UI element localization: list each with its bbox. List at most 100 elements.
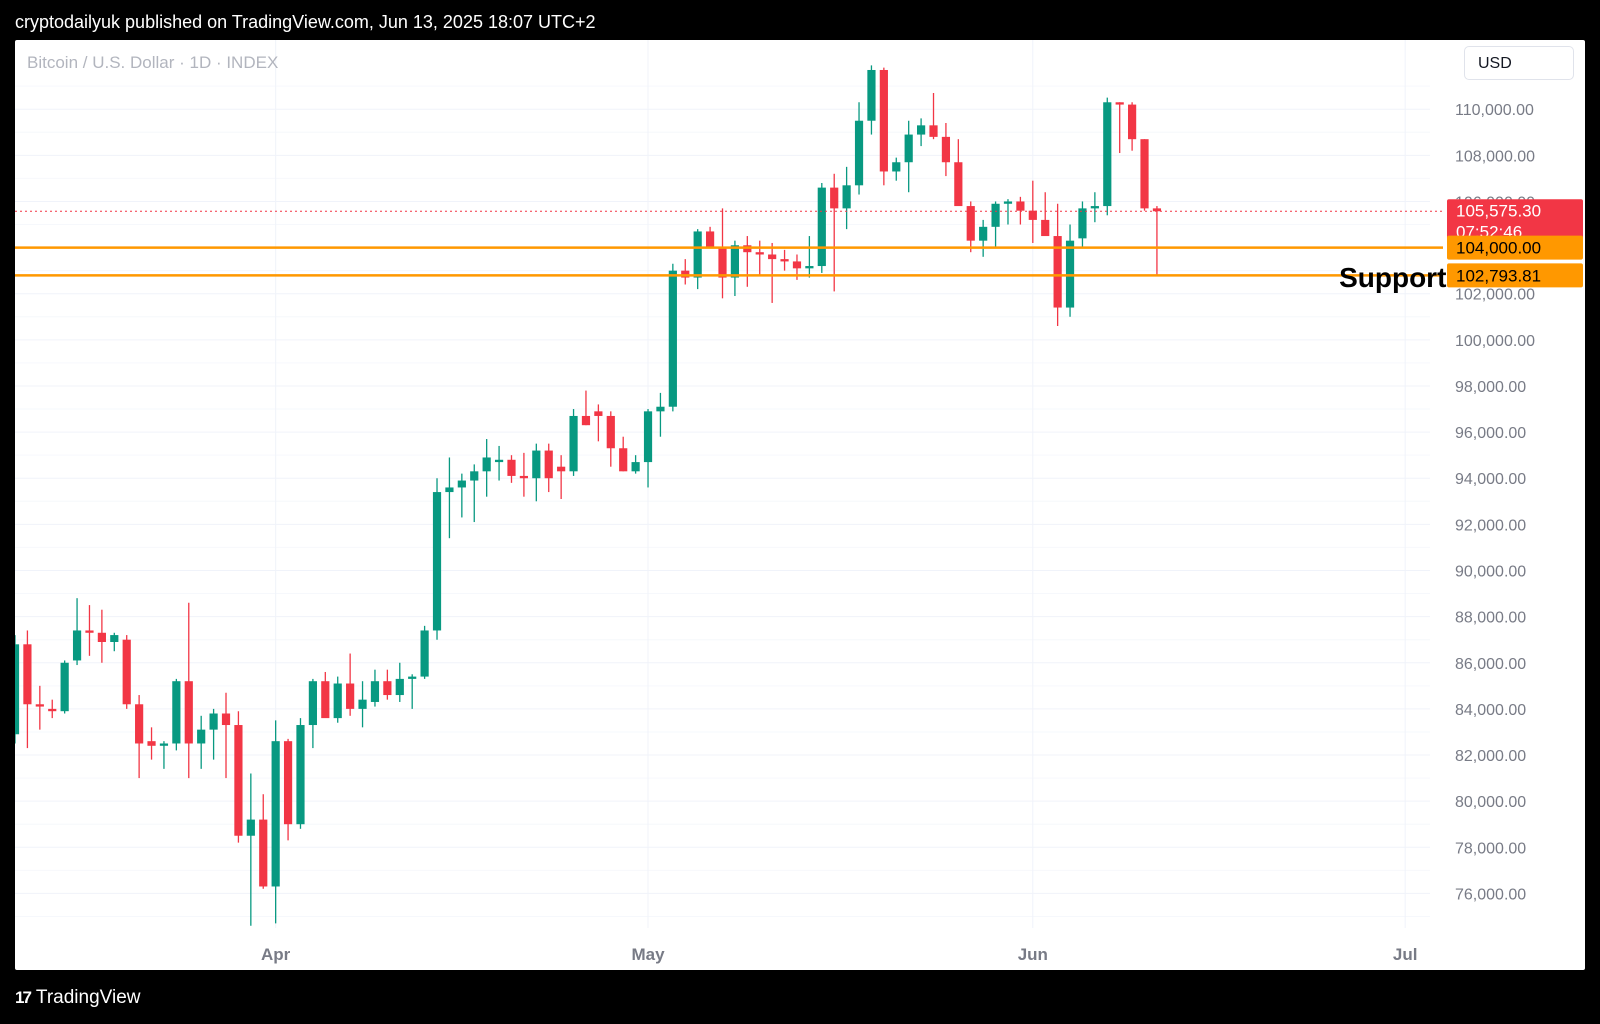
candle-body xyxy=(917,125,926,135)
candle-body xyxy=(1140,139,1149,209)
symbol-title: Bitcoin / U.S. Dollar · 1D · INDEX xyxy=(27,53,279,72)
support-price-label: 104,000.00 xyxy=(1456,239,1541,258)
x-tick-label: Apr xyxy=(261,945,291,964)
candle-body xyxy=(159,743,169,746)
candle-body xyxy=(1028,210,1037,220)
candle-body xyxy=(172,681,181,744)
tradingview-footer[interactable]: 17 TradingView xyxy=(15,987,140,1009)
candle-body xyxy=(966,206,975,241)
candle-body xyxy=(1152,208,1162,212)
chart-panel[interactable]: 76,000.00 78,000.00 80,000.00 82,000.00 84,0… xyxy=(15,40,1585,970)
candle-body xyxy=(259,819,268,887)
candle-body xyxy=(283,741,293,825)
x-tick-label: Jul xyxy=(1393,945,1418,964)
support-price-badge xyxy=(1447,263,1583,288)
candlestick-chart[interactable]: 76,000.00 78,000.00 80,000.00 82,000.00 84,0… xyxy=(15,40,1585,970)
candle-body xyxy=(929,125,938,137)
candle-body xyxy=(507,459,516,476)
y-tick-label: 76,000.00 xyxy=(1455,886,1526,903)
candle-body xyxy=(619,448,628,472)
candle-body xyxy=(420,630,429,677)
candle-body xyxy=(1016,201,1025,211)
publisher-header: cryptodailyuk published on TradingView.c… xyxy=(15,12,596,32)
y-tick-label: 108,000.00 xyxy=(1455,148,1535,165)
candle-body xyxy=(681,270,690,278)
candle-body xyxy=(35,704,44,707)
candle-body xyxy=(693,231,702,278)
candle-body xyxy=(110,635,119,642)
y-tick-label: 84,000.00 xyxy=(1455,702,1526,719)
last-price-label: 105,575.30 xyxy=(1456,201,1541,220)
candle-body xyxy=(1115,102,1124,105)
candle-body xyxy=(768,254,777,260)
candle-body xyxy=(941,136,951,163)
candle-body xyxy=(705,231,715,248)
candle-body xyxy=(979,226,988,241)
candle-body xyxy=(333,683,342,719)
candle-body xyxy=(544,450,553,479)
y-tick-label: 78,000.00 xyxy=(1455,840,1526,857)
x-tick-label: Jun xyxy=(1018,945,1048,964)
candle-body xyxy=(817,187,826,267)
candle-body xyxy=(97,632,106,642)
candle-body xyxy=(197,729,206,744)
candle-body xyxy=(581,415,591,426)
y-tick-label: 100,000.00 xyxy=(1455,333,1535,350)
candle-body xyxy=(656,406,665,412)
candle-body xyxy=(830,187,839,209)
candle-body xyxy=(271,741,280,887)
currency-selector[interactable]: USD xyxy=(1464,46,1574,80)
x-tick-label: May xyxy=(631,945,665,964)
candle-body xyxy=(482,457,491,472)
candle-body xyxy=(519,475,528,479)
candle-body xyxy=(892,162,901,172)
y-tick-label: 110,000.00 xyxy=(1455,102,1534,119)
candle-body xyxy=(1103,102,1112,207)
candle-body xyxy=(1128,104,1137,140)
candle-body xyxy=(457,480,466,488)
y-tick-label: 90,000.00 xyxy=(1455,563,1526,580)
candle-body xyxy=(85,630,94,633)
candle-body xyxy=(1053,236,1062,308)
candle-body xyxy=(184,681,193,744)
candle-body xyxy=(805,266,814,269)
candle-body xyxy=(395,678,404,696)
y-tick-label: 102,000.00 xyxy=(1455,287,1535,304)
candle-body xyxy=(594,411,603,416)
y-tick-label: 98,000.00 xyxy=(1455,379,1526,396)
candles xyxy=(15,65,1162,926)
candle-body xyxy=(296,725,305,825)
candle-body xyxy=(532,450,541,479)
candle-body xyxy=(370,681,380,702)
candle-body xyxy=(209,713,218,730)
candle-body xyxy=(668,270,677,407)
support-price-badge xyxy=(1447,235,1583,260)
candle-body xyxy=(135,704,144,744)
candle-body xyxy=(408,676,417,679)
candle-body xyxy=(904,134,913,163)
support-annotation: Support xyxy=(1339,262,1446,293)
candle-body xyxy=(557,466,566,472)
y-tick-label: 88,000.00 xyxy=(1455,610,1526,627)
candle-body xyxy=(221,713,231,726)
y-tick-label: 86,000.00 xyxy=(1455,656,1526,673)
candle-body xyxy=(780,259,789,262)
candle-body xyxy=(234,725,243,836)
candle-body xyxy=(122,639,131,705)
candle-body xyxy=(842,185,851,209)
grid xyxy=(15,40,1430,928)
candle-body xyxy=(991,203,1000,227)
candle-body xyxy=(346,683,355,709)
candle-body xyxy=(854,120,864,186)
candle-body xyxy=(1078,208,1087,239)
y-tick-label: 80,000.00 xyxy=(1455,794,1526,811)
candle-body xyxy=(23,644,32,705)
candle-body xyxy=(643,411,653,463)
tradingview-logo-icon: 17 xyxy=(15,988,32,1007)
candle-body xyxy=(470,471,479,481)
candle-body xyxy=(383,681,392,696)
candle-body xyxy=(358,699,367,709)
candle-body xyxy=(755,252,764,255)
price-labels: Support105,575.3007:52:46104,000.00102,7… xyxy=(1339,199,1583,293)
candle-body xyxy=(1041,219,1050,237)
